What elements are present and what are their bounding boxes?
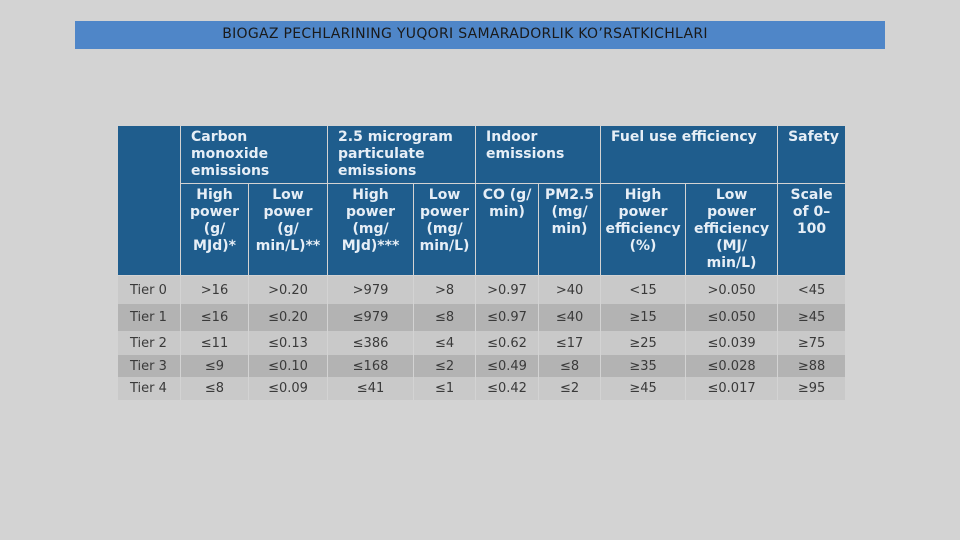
- cell: ≤17: [538, 331, 602, 355]
- cell: ≤0.050: [685, 304, 779, 331]
- group-header: Safety: [777, 125, 847, 184]
- cell: ≥75: [777, 331, 847, 355]
- cell: >40: [538, 275, 602, 304]
- tier-label: Tier 1: [117, 304, 181, 331]
- cell: ≤40: [538, 304, 602, 331]
- cell: ≤0.42: [475, 377, 540, 400]
- table-head: Carbon monoxide emissions 2.5 microgram p…: [117, 125, 847, 276]
- cell: ≤8: [538, 355, 602, 377]
- cell: ≥88: [777, 355, 847, 377]
- cell: ≤8: [413, 304, 477, 331]
- subheader: High power (g/ MJd)*: [180, 183, 249, 276]
- cell: ≤0.039: [685, 331, 779, 355]
- group-header: Indoor emissions: [475, 125, 602, 184]
- data-row: Tier 2 ≤11 ≤0.13 ≤386 ≤4 ≤0.62 ≤17 ≥25 ≤0.039 ≥75: [117, 331, 847, 355]
- subheader-row: High power (g/ MJd)* Low power (g/ min/L)…: [118, 183, 847, 276]
- table-body: Tier 0 >16 >0.20 >979 >8 >0.97 >40 <15 >0.050 <45…: [117, 275, 847, 400]
- cell: ≤168: [327, 355, 415, 377]
- subheader: PM2.5 (mg/ min): [538, 183, 602, 276]
- group-header: Fuel use efficiency: [600, 125, 779, 184]
- group-header: 2.5 microgram particulate emissions: [327, 125, 477, 184]
- data-row: Tier 3 ≤9 ≤0.10 ≤168 ≤2 ≤0.49 ≤8 ≥35 ≤0.028 ≥88: [117, 355, 847, 377]
- cell: ≤979: [327, 304, 415, 331]
- cell: ≤0.13: [247, 331, 329, 355]
- data-row: Tier 1 ≤16 ≤0.20 ≤979 ≤8 ≤0.97 ≤40 ≥15 ≤0.050 ≥45: [117, 304, 847, 331]
- cell: ≤0.97: [475, 304, 540, 331]
- cell: ≤0.62: [475, 331, 540, 355]
- cell: ≤41: [327, 377, 415, 400]
- cell: ≤0.49: [475, 355, 540, 377]
- tier-table: Carbon monoxide emissions 2.5 microgram p…: [117, 125, 847, 400]
- cell: ≤0.10: [247, 355, 329, 377]
- tier-label: Tier 4: [117, 377, 181, 400]
- subheader: High power efficiency (%): [600, 183, 687, 276]
- subheader: Low power efficiency (MJ/ min/L): [685, 183, 779, 276]
- title-bar: BIOGAZ PECHLARINING YUQORI SAMARADORLIK …: [75, 21, 885, 49]
- data-row: Tier 0 >16 >0.20 >979 >8 >0.97 >40 <15 >0.050 <45: [117, 275, 847, 304]
- cell: >0.97: [475, 275, 540, 304]
- header-row: Carbon monoxide emissions 2.5 microgram p…: [117, 125, 847, 276]
- cell: ≤4: [413, 331, 477, 355]
- subheader: CO (g/ min): [475, 183, 540, 276]
- cell: ≥45: [777, 304, 847, 331]
- subheader: Low power (g/ min/L)**: [247, 183, 329, 276]
- cell: ≤11: [180, 331, 249, 355]
- cell: >979: [327, 275, 415, 304]
- cell: ≤0.20: [247, 304, 329, 331]
- cell: >0.20: [247, 275, 329, 304]
- cell: ≤16: [180, 304, 249, 331]
- cell: ≤0.09: [247, 377, 329, 400]
- cell: >8: [413, 275, 477, 304]
- cell: ≥25: [600, 331, 687, 355]
- cell: ≤0.028: [685, 355, 779, 377]
- tier-label: Tier 0: [117, 275, 181, 304]
- subheader: Scale of 0–100: [777, 183, 847, 276]
- cell: ≥45: [600, 377, 687, 400]
- data-row: Tier 4 ≤8 ≤0.09 ≤41 ≤1 ≤0.42 ≤2 ≥45 ≤0.017 ≥95: [117, 377, 847, 400]
- group-header: Carbon monoxide emissions: [179, 125, 329, 184]
- cell: ≤9: [180, 355, 249, 377]
- subheader: Low power (mg/ min/L): [413, 183, 477, 276]
- corner-cell: [117, 125, 181, 276]
- tier-label: Tier 3: [117, 355, 181, 377]
- cell: ≥15: [600, 304, 687, 331]
- cell: >0.050: [685, 275, 779, 304]
- tier-label: Tier 2: [117, 331, 181, 355]
- cell: ≥95: [777, 377, 847, 400]
- cell: ≥35: [600, 355, 687, 377]
- cell: <45: [777, 275, 847, 304]
- cell: <15: [600, 275, 687, 304]
- cell: ≤2: [538, 377, 602, 400]
- cell: ≤0.017: [685, 377, 779, 400]
- cell: ≤2: [413, 355, 477, 377]
- cell: ≤1: [413, 377, 477, 400]
- cell: ≤386: [327, 331, 415, 355]
- cell: >16: [180, 275, 249, 304]
- cell: ≤8: [180, 377, 249, 400]
- subheader: High power (mg/ MJd)***: [327, 183, 415, 276]
- title: BIOGAZ PECHLARINING YUQORI SAMARADORLIK …: [222, 26, 708, 42]
